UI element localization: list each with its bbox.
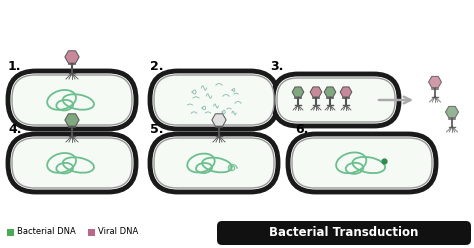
Polygon shape xyxy=(310,87,322,97)
FancyBboxPatch shape xyxy=(154,75,274,125)
Text: 6.: 6. xyxy=(295,123,309,136)
Polygon shape xyxy=(212,114,226,126)
Polygon shape xyxy=(65,114,79,126)
Text: 4.: 4. xyxy=(8,123,21,136)
FancyBboxPatch shape xyxy=(148,69,280,131)
Text: 5.: 5. xyxy=(150,123,164,136)
Text: 1.: 1. xyxy=(8,60,21,73)
FancyBboxPatch shape xyxy=(8,71,136,129)
FancyBboxPatch shape xyxy=(277,78,395,122)
Bar xyxy=(7,229,14,236)
Text: Viral DNA: Viral DNA xyxy=(98,227,138,237)
FancyBboxPatch shape xyxy=(286,132,438,194)
FancyBboxPatch shape xyxy=(150,71,278,129)
FancyBboxPatch shape xyxy=(292,138,432,188)
FancyBboxPatch shape xyxy=(8,134,136,192)
Polygon shape xyxy=(292,87,304,97)
Polygon shape xyxy=(340,87,352,97)
FancyBboxPatch shape xyxy=(148,132,280,194)
Polygon shape xyxy=(65,51,79,63)
Polygon shape xyxy=(324,87,336,97)
Text: Bacterial Transduction: Bacterial Transduction xyxy=(269,226,419,240)
FancyBboxPatch shape xyxy=(288,134,436,192)
FancyBboxPatch shape xyxy=(217,221,471,245)
FancyBboxPatch shape xyxy=(12,138,132,188)
Polygon shape xyxy=(428,76,441,88)
Polygon shape xyxy=(446,106,458,118)
Bar xyxy=(88,229,95,236)
FancyBboxPatch shape xyxy=(12,75,132,125)
FancyBboxPatch shape xyxy=(6,132,138,194)
Text: 2.: 2. xyxy=(150,60,164,73)
FancyBboxPatch shape xyxy=(273,74,399,126)
Text: Bacterial DNA: Bacterial DNA xyxy=(17,227,76,237)
FancyBboxPatch shape xyxy=(154,138,274,188)
FancyBboxPatch shape xyxy=(271,72,401,128)
Text: 3.: 3. xyxy=(270,60,283,73)
FancyBboxPatch shape xyxy=(150,134,278,192)
FancyBboxPatch shape xyxy=(6,69,138,131)
